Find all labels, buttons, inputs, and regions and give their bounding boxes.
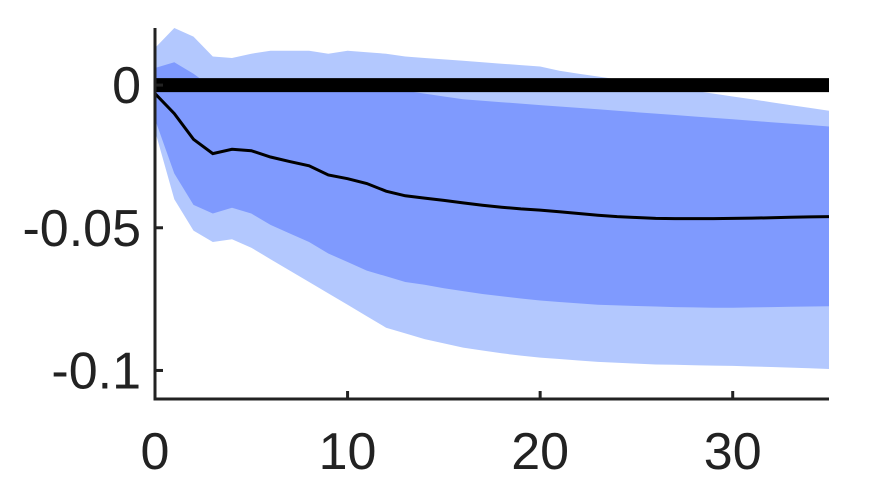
y-tick-label: -0.05 bbox=[22, 200, 141, 258]
inner-band-area bbox=[155, 62, 829, 308]
median-response-line bbox=[153, 92, 830, 221]
x-tick-marks bbox=[153, 391, 735, 399]
x-tick-label: 0 bbox=[141, 423, 170, 481]
x-tick-label: 10 bbox=[319, 423, 377, 481]
y-tick-labels: 0 -0.05 -0.1 bbox=[22, 57, 141, 400]
y-tick-marks bbox=[155, 83, 163, 372]
y-tick-label: 0 bbox=[112, 57, 141, 115]
x-tick-label: 30 bbox=[704, 423, 762, 481]
x-tick-label: 20 bbox=[511, 423, 569, 481]
y-tick-label: -0.1 bbox=[51, 342, 141, 400]
x-tick-labels: 0 10 20 30 bbox=[141, 423, 762, 481]
